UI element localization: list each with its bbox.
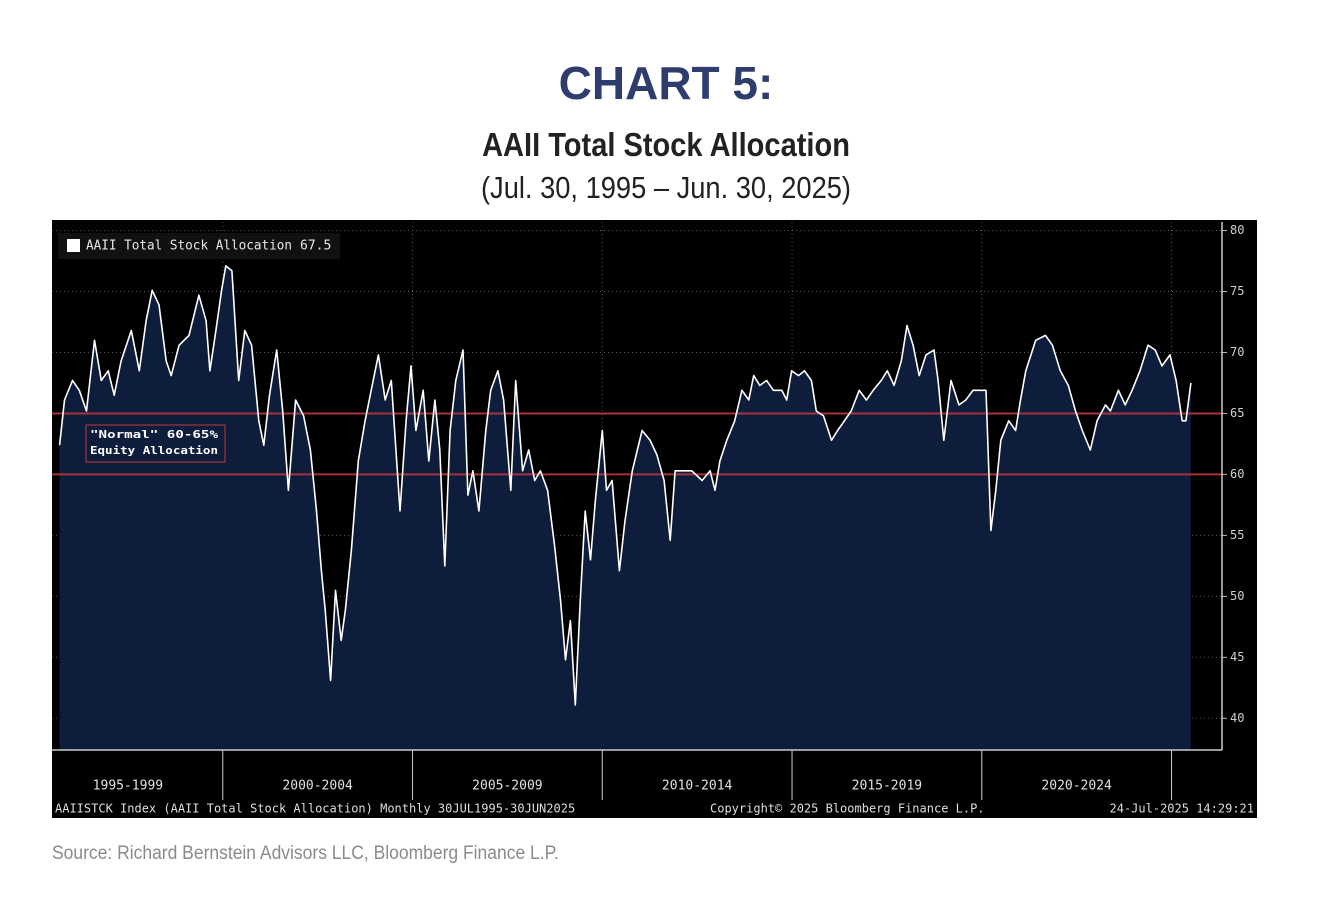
x-tick-label: 2000-2004 (282, 779, 353, 794)
chart-title: CHART 5: (558, 57, 774, 109)
source-note: Source: Richard Bernstein Advisors LLC, … (52, 843, 559, 864)
y-tick-label: 40 (1230, 711, 1244, 725)
y-tick-label: 80 (1230, 223, 1244, 237)
y-tick-label: 75 (1230, 284, 1244, 298)
series-line (58, 265, 1192, 706)
y-tick-label: 45 (1230, 650, 1244, 664)
legend-value: 67.5 (300, 239, 331, 254)
y-tick-label: 50 (1230, 589, 1244, 603)
x-tick-label: 2020-2024 (1041, 779, 1112, 794)
y-tick-label: 65 (1230, 406, 1244, 420)
x-tick-label: 1995-1999 (93, 779, 163, 794)
y-tick-label: 60 (1230, 467, 1244, 481)
legend-swatch (67, 239, 80, 252)
x-tick-label: 2015-2019 (852, 779, 922, 794)
x-tick-label: 2005-2009 (472, 779, 542, 794)
date-range: (Jul. 30, 1995 – Jun. 30, 2025) (480, 170, 852, 205)
legend-box (58, 233, 340, 259)
y-tick-label: 70 (1230, 345, 1244, 359)
x-tick-label: 2010-2014 (662, 779, 733, 794)
footer-text: 24-Jul-2025 14:29:21 (1110, 802, 1255, 816)
annotation-text: Equity Allocation (90, 444, 218, 457)
footer-text: Copyright© 2025 Bloomberg Finance L.P. (710, 802, 985, 816)
chart-subtitle: AAII Total Stock Allocation (482, 126, 850, 163)
legend-label: AAII Total Stock Allocation (86, 239, 292, 254)
annotation-box (85, 424, 226, 463)
y-tick-label: 55 (1230, 528, 1244, 542)
area-fill (59, 265, 1191, 750)
footer-text: AAIISTCK Index (AAII Total Stock Allocat… (55, 802, 575, 816)
annotation-text: "Normal" 60-65% (90, 428, 218, 441)
